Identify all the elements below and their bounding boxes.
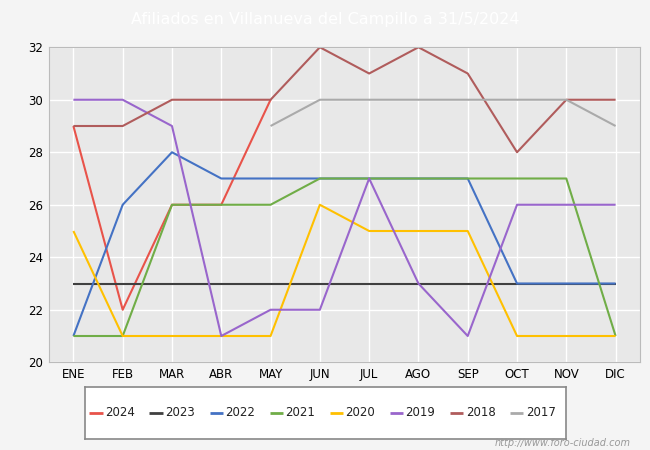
Text: Afiliados en Villanueva del Campillo a 31/5/2024: Afiliados en Villanueva del Campillo a 3… [131,12,519,27]
Text: 2017: 2017 [526,406,556,419]
Text: 2020: 2020 [345,406,375,419]
Text: 2019: 2019 [406,406,436,419]
Text: 2021: 2021 [285,406,315,419]
Text: 2024: 2024 [105,406,135,419]
Text: http://www.foro-ciudad.com: http://www.foro-ciudad.com [495,438,630,448]
Text: 2018: 2018 [465,406,495,419]
Text: 2022: 2022 [225,406,255,419]
Text: 2023: 2023 [165,406,195,419]
